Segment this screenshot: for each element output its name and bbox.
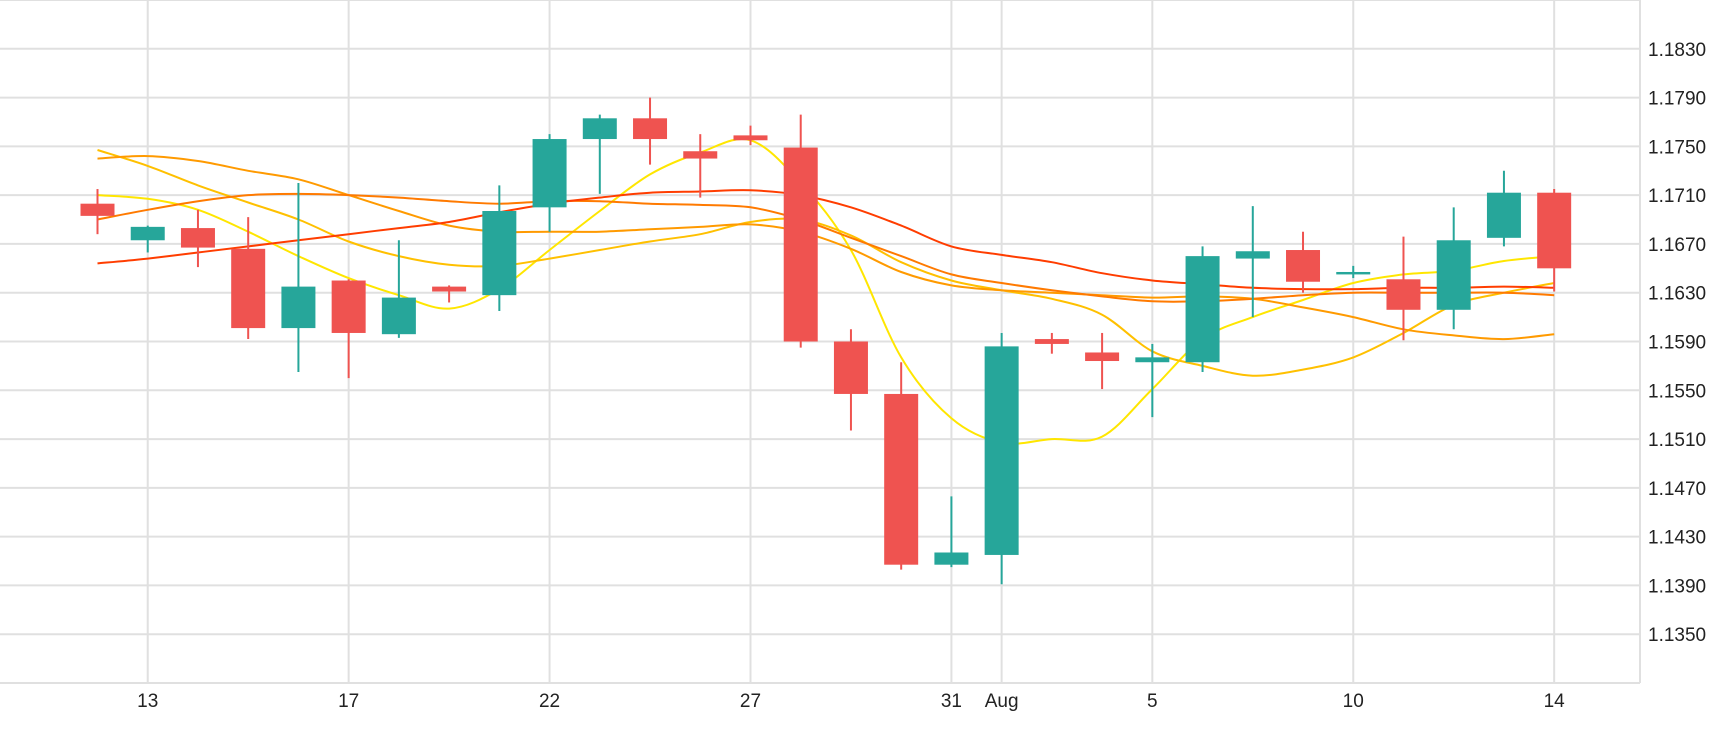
x-tick-label: 14 — [1544, 691, 1566, 712]
moving-average-line — [97, 149, 1555, 377]
candle-body-up — [1235, 251, 1270, 259]
candle-body-up — [934, 552, 969, 565]
x-tick-label: 27 — [740, 691, 761, 712]
candle-body-down — [231, 248, 266, 329]
y-tick-label: 1.1390 — [1648, 576, 1706, 597]
y-tick-label: 1.1550 — [1648, 381, 1706, 402]
axis-layer: 1.1350 1.1390 1.1430 1.1470 1.1510 1.1550 1.15… — [137, 40, 1706, 712]
candle-body-up — [1436, 240, 1471, 310]
candle-body-down — [1386, 279, 1421, 310]
candle-body-up — [532, 139, 567, 208]
candle-body-up — [1135, 357, 1170, 363]
x-tick-label: 13 — [137, 691, 158, 712]
candle-body-down — [884, 393, 919, 565]
candle-body-up — [984, 346, 1019, 555]
candle-body-down — [1034, 339, 1069, 344]
candle-body-up — [381, 297, 416, 335]
candle-body-up — [482, 210, 517, 296]
candle-body-down — [432, 286, 467, 292]
moving-average-layer — [97, 138, 1555, 445]
x-tick-label: Aug — [985, 691, 1019, 712]
candle-body-up — [1185, 256, 1220, 363]
y-tick-label: 1.1790 — [1648, 89, 1706, 110]
moving-average-line — [97, 189, 1555, 291]
candle-layer — [80, 97, 1572, 585]
y-tick-label: 1.1470 — [1648, 479, 1706, 500]
candle-body-down — [1286, 250, 1321, 282]
moving-average-line — [97, 155, 1555, 341]
moving-average-line — [97, 192, 1555, 303]
x-tick-label: 17 — [338, 691, 359, 712]
x-tick-label: 31 — [941, 691, 962, 712]
candle-body-down — [683, 151, 718, 159]
candle-body-up — [582, 118, 617, 140]
candle-body-up — [1486, 192, 1521, 238]
y-tick-label: 1.1590 — [1648, 333, 1706, 354]
candle-body-up — [130, 226, 165, 241]
candle-body-down — [783, 147, 818, 342]
x-tick-label: 5 — [1147, 691, 1158, 712]
candle-body-down — [1085, 352, 1120, 362]
candle-body-down — [331, 280, 366, 333]
candle-body-down — [833, 341, 868, 394]
candle-body-down — [633, 118, 668, 140]
candle-body-up — [1336, 271, 1371, 275]
y-tick-label: 1.1510 — [1648, 430, 1706, 451]
y-tick-label: 1.1630 — [1648, 284, 1706, 305]
y-tick-label: 1.1670 — [1648, 235, 1706, 256]
moving-average-line — [97, 138, 1555, 445]
candle-body-down — [1537, 192, 1572, 269]
y-tick-label: 1.1430 — [1648, 528, 1706, 549]
candle-body-up — [281, 286, 316, 329]
candle-body-down — [180, 228, 215, 248]
y-tick-label: 1.1750 — [1648, 137, 1706, 158]
candle-body-down — [80, 203, 115, 216]
candle-body-down — [733, 135, 768, 141]
x-tick-label: 10 — [1343, 691, 1364, 712]
grid-layer — [0, 0, 1641, 684]
x-tick-label: 22 — [539, 691, 560, 712]
y-tick-label: 1.1710 — [1648, 186, 1706, 207]
y-tick-label: 1.1830 — [1648, 40, 1706, 61]
y-tick-label: 1.1350 — [1648, 625, 1706, 646]
